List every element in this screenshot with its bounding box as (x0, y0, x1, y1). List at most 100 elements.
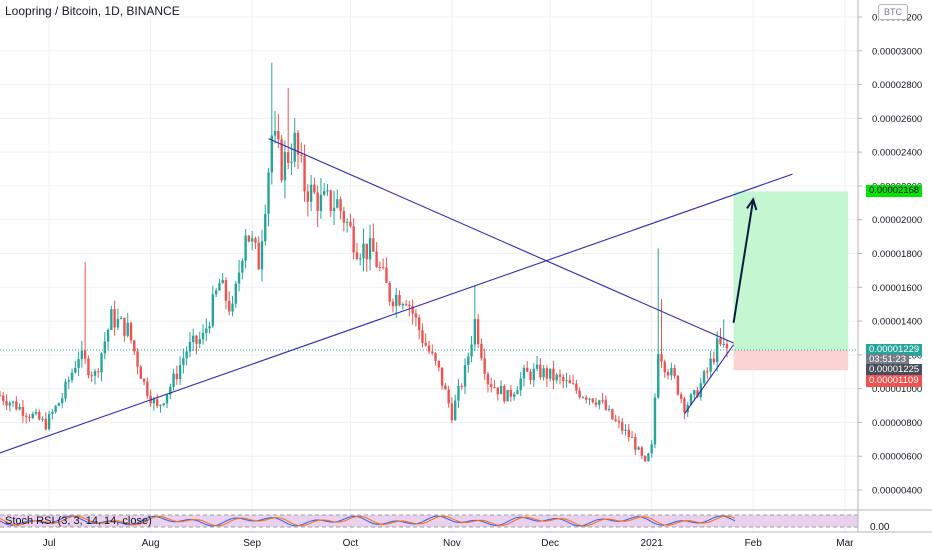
candle-body (388, 282, 391, 302)
candle-body (345, 221, 349, 223)
candle-body (696, 390, 699, 398)
candle-body (627, 429, 630, 438)
candle-body (342, 211, 346, 223)
target-zone (733, 191, 849, 350)
candle-body (260, 241, 264, 270)
candle-body (306, 191, 310, 202)
candle-body (188, 341, 192, 352)
candle-body (142, 378, 146, 382)
candle-body (0, 395, 2, 397)
candle-body (355, 252, 359, 260)
candle-body (83, 350, 87, 359)
candle-body (427, 345, 431, 352)
candle-body (162, 403, 165, 406)
candle-body (535, 364, 539, 369)
candle-body (136, 351, 139, 367)
candle-body (273, 131, 277, 136)
candle-body (113, 309, 116, 328)
candle-body (228, 300, 231, 312)
candle-body (519, 378, 522, 391)
candle-body (90, 375, 93, 377)
candle-body (192, 335, 195, 342)
candle-body (611, 409, 614, 420)
x-tick-label: Oct (343, 538, 359, 549)
y-tick-label: 0.00001800 (872, 249, 922, 260)
candle-body (270, 135, 274, 173)
candle-body (283, 152, 287, 181)
candle-body (621, 422, 624, 431)
candlestick-series (0, 62, 729, 463)
candle-body (545, 368, 549, 379)
candle-body (702, 371, 706, 384)
candle-body (178, 365, 182, 379)
candle-body (666, 371, 670, 376)
candle-body (630, 437, 634, 439)
candle-body (250, 238, 254, 242)
candle-body (395, 294, 398, 307)
candle-body (28, 416, 31, 418)
trendline-down (268, 138, 734, 344)
candle-body (555, 374, 558, 381)
candle-body (80, 350, 84, 360)
x-tick-label: Dec (541, 538, 559, 549)
candle-body (378, 267, 382, 269)
candle-body (18, 406, 21, 410)
candle-body (237, 272, 241, 284)
candle-body (539, 364, 542, 378)
candle-body (155, 399, 159, 407)
x-tick-label: Mar (836, 538, 854, 549)
candle-body (522, 367, 526, 379)
candle-body (264, 213, 267, 242)
candle-body (372, 238, 375, 252)
candle-body (385, 267, 388, 283)
candle-body (365, 243, 368, 260)
candle-body (493, 387, 496, 389)
chart-title: Loopring / Bitcoin, 1D, BINANCE (5, 4, 180, 18)
candle-body (300, 154, 303, 156)
candle-body (277, 131, 280, 140)
candle-body (434, 353, 437, 362)
countdown-tag: 03:51:23 (866, 354, 909, 367)
candle-body (319, 194, 323, 211)
candle-body (512, 394, 516, 397)
x-tick-label: 2021 (641, 538, 664, 549)
currency-button[interactable]: BTC (878, 4, 908, 20)
candle-body (280, 139, 283, 181)
candle-body (660, 354, 663, 362)
candle-body (126, 322, 129, 336)
x-tick-label: Nov (443, 538, 461, 549)
y-tick-label: 0.00001600 (872, 283, 922, 294)
trendlines (0, 138, 793, 454)
candle-body (359, 258, 362, 260)
candle-body (326, 190, 329, 192)
candle-body (578, 390, 581, 398)
candle-body (480, 344, 483, 359)
candle-body (267, 172, 270, 214)
candle-body (309, 184, 313, 202)
candle-body (159, 405, 162, 407)
candle-body (670, 367, 673, 376)
candle-body (195, 335, 198, 344)
candle-body (116, 319, 120, 328)
candle-body (67, 380, 70, 382)
candle-body (11, 401, 15, 403)
candle-body (591, 398, 594, 403)
candle-body (467, 356, 470, 365)
candle-body (601, 400, 604, 402)
candle-body (247, 235, 251, 242)
y-tick-label: 0.00002000 (872, 215, 922, 226)
candle-body (61, 398, 64, 404)
candle-body (106, 329, 110, 342)
candle-body (97, 371, 100, 373)
candle-body (476, 319, 480, 345)
candle-body (404, 304, 408, 306)
candle-body (401, 304, 405, 306)
candle-body (715, 338, 719, 363)
candle-body (146, 381, 149, 396)
candle-body (424, 342, 427, 346)
candle-body (221, 280, 224, 284)
price-axis: 0.00000400 0.00000600 0.00000800 0.00001000… (857, 0, 922, 532)
y-tick-label: 0.00002400 (872, 148, 922, 159)
candle-body (683, 398, 686, 413)
